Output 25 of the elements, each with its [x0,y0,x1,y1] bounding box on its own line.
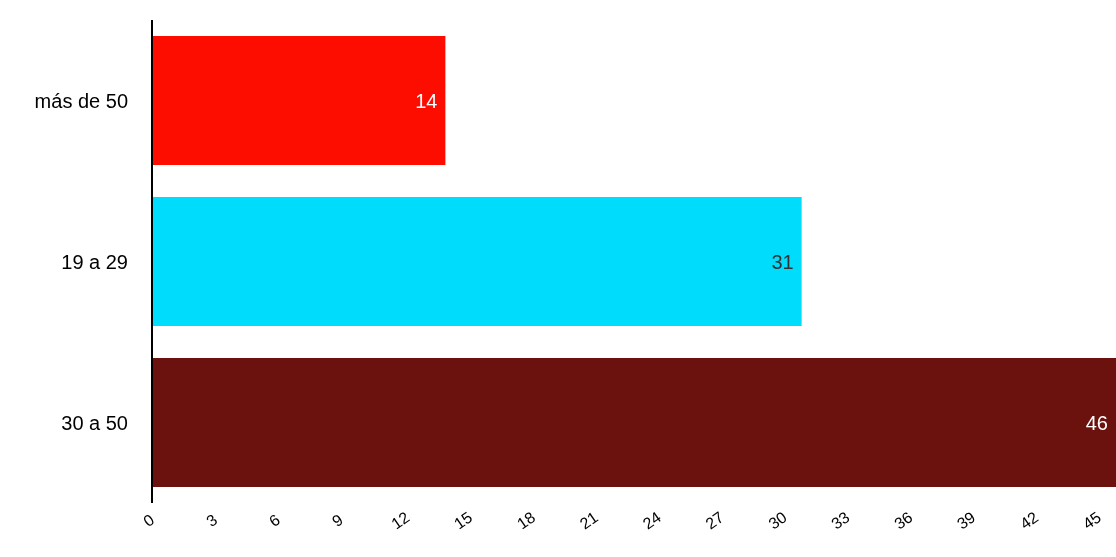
x-tick-label: 12 [388,508,413,533]
x-tick-label: 15 [451,508,476,533]
x-tick-label: 45 [1079,508,1105,533]
x-tick-label: 27 [702,508,727,533]
y-tick-label: 19 a 29 [61,250,128,273]
bar [152,36,446,166]
x-tick-label: 24 [639,508,665,533]
x-tick-label: 6 [266,510,284,531]
x-tick-label: 36 [891,508,916,533]
bar [152,358,1116,488]
x-tick-label: 9 [328,510,347,531]
data-label: 14 [415,89,438,112]
x-tick-label: 30 [765,508,790,533]
data-label: 31 [771,250,794,273]
x-tick-label: 39 [953,508,979,533]
bar [152,197,802,327]
data-label: 46 [1085,411,1108,434]
y-tick-label: más de 50 [34,89,128,112]
x-tick-label: 18 [513,508,539,533]
x-tick-label: 3 [203,510,221,531]
x-tick-label: 0 [140,510,158,531]
y-tick-label: 30 a 50 [61,411,128,434]
x-tick-label: 42 [1016,508,1042,533]
x-tick-label: 21 [576,508,602,533]
x-tick-label: 33 [828,508,853,533]
